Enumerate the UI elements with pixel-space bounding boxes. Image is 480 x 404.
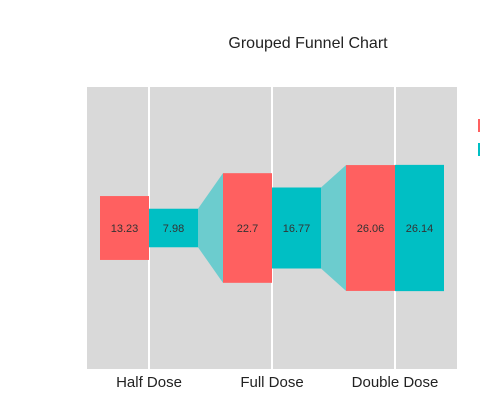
bar-series-2-1 <box>149 208 198 248</box>
data-label-series-2-3: 26.14 <box>406 223 434 235</box>
bar-series-2-2 <box>272 187 321 269</box>
x-tick-label-2: Full Dose <box>240 374 303 391</box>
bar-series-1-1 <box>100 196 149 260</box>
data-label-series-1-3: 26.06 <box>357 223 385 235</box>
chart-title: Grouped Funnel Chart <box>228 35 388 52</box>
data-label-series-2-1: 7.98 <box>163 223 184 235</box>
legend-key-series-1 <box>478 119 480 132</box>
bar-series-1-2 <box>223 173 272 283</box>
funnel-connectors <box>198 165 346 291</box>
legend-key-series-2 <box>478 143 480 156</box>
x-tick-label-1: Half Dose <box>116 374 182 391</box>
connector-4 <box>321 165 346 291</box>
bar-series-2-3 <box>395 164 444 292</box>
data-label-series-1-1: 13.23 <box>111 223 139 235</box>
data-label-series-2-2: 16.77 <box>283 223 311 235</box>
x-tick-label-3: Double Dose <box>352 374 439 391</box>
bar-series-1-3 <box>346 165 395 291</box>
x-axis-tick-labels: Half Dose Full Dose Double Dose <box>116 374 438 391</box>
legend <box>478 119 480 156</box>
data-labels: 13.23 7.98 22.7 16.77 26.06 26.14 <box>111 223 434 235</box>
connector-2 <box>198 173 223 283</box>
funnel-bars <box>100 164 444 292</box>
data-label-series-1-2: 22.7 <box>237 223 258 235</box>
